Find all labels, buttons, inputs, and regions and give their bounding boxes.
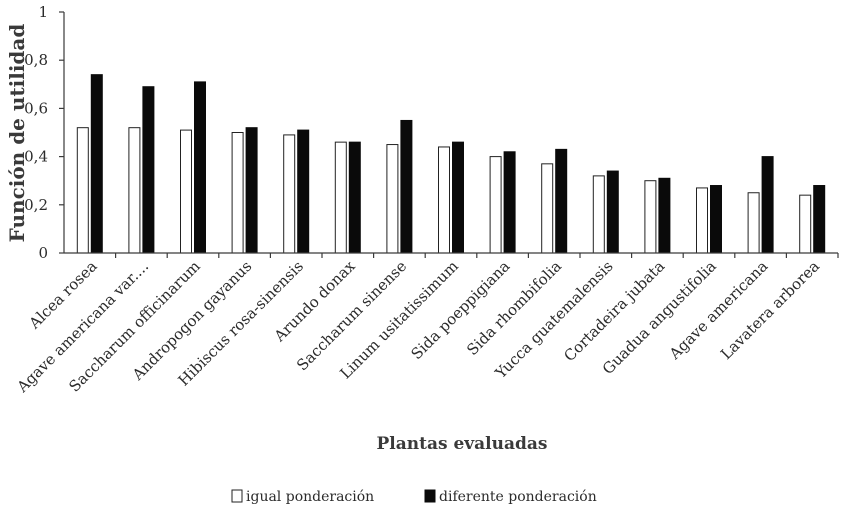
bar-diferente [813, 185, 826, 254]
y-tick-label: 1 [38, 3, 48, 21]
bar-igual [592, 175, 605, 254]
bar-diferente [142, 86, 155, 254]
bar-igual [334, 141, 347, 254]
legend-swatch-diferente [424, 489, 436, 503]
bar-igual [489, 156, 502, 254]
legend-swatch-igual [231, 489, 243, 503]
bar-diferente [400, 119, 413, 254]
y-tick-label: 0,4 [24, 148, 48, 166]
bar-diferente [194, 81, 206, 254]
bar-igual [76, 127, 89, 254]
bar-igual [283, 134, 296, 254]
bar-igual [128, 127, 141, 254]
bar-igual [386, 144, 399, 254]
bar-igual [644, 180, 657, 254]
x-category-label: Sida rhombifolia [463, 257, 565, 359]
bar-igual [799, 194, 812, 254]
bar-diferente [245, 127, 258, 254]
y-tick-label: 0,8 [24, 51, 48, 69]
legend-label-igual: igual ponderación [246, 489, 374, 505]
bar-diferente [555, 148, 568, 254]
y-tick-label: 0,2 [24, 196, 48, 214]
y-axis-title: Función de utilidad [5, 24, 29, 243]
legend: igual ponderación diferente ponderación [231, 489, 597, 505]
bar-diferente [710, 185, 722, 254]
x-axis-title: Plantas evaluadas [377, 434, 548, 454]
bars-group [76, 74, 826, 254]
bar-igual [438, 146, 450, 254]
x-category-label: Agave americana [665, 257, 771, 363]
bar-diferente [452, 141, 464, 254]
x-category-label: Lavatera arborea [717, 257, 823, 363]
y-ticks-group: 0 0,2 0,4 0,6 0,8 1 [24, 3, 64, 262]
bar-diferente [606, 170, 619, 254]
bar-diferente [761, 156, 774, 254]
y-tick-label: 0,6 [24, 99, 48, 117]
bar-diferente [503, 151, 516, 254]
bar-igual [180, 129, 192, 254]
bar-diferente [348, 141, 361, 254]
bar-igual [231, 132, 244, 254]
bar-diferente [658, 177, 671, 254]
bar-igual [541, 163, 554, 254]
legend-label-diferente: diferente ponderación [439, 489, 597, 505]
y-tick-label: 0 [38, 244, 48, 262]
x-category-label: Sida poeppigiana [407, 257, 513, 363]
bar-igual [696, 187, 708, 254]
bar-diferente [297, 129, 310, 254]
bar-diferente [90, 74, 103, 254]
bar-igual [747, 192, 760, 254]
